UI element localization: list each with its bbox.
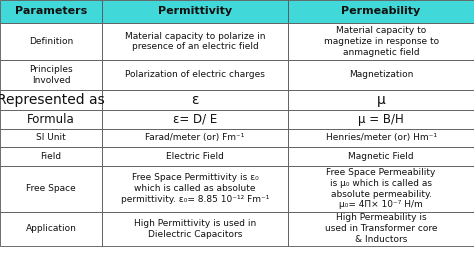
Bar — [102, 147, 288, 166]
Text: Free Space: Free Space — [26, 184, 76, 193]
Text: Material capacity to polarize in
presence of an electric field: Material capacity to polarize in presenc… — [125, 32, 265, 51]
Bar — [102, 166, 288, 212]
Bar — [288, 212, 474, 246]
Bar — [102, 60, 288, 90]
Bar — [0, 166, 102, 212]
Bar — [288, 60, 474, 90]
Text: Formula: Formula — [27, 113, 75, 126]
Text: Permittivity: Permittivity — [158, 6, 232, 16]
Text: Henries/meter (or) Hm⁻¹: Henries/meter (or) Hm⁻¹ — [326, 133, 437, 142]
Text: Represented as: Represented as — [0, 93, 105, 107]
Text: Permeability: Permeability — [341, 6, 421, 16]
Bar — [0, 147, 102, 166]
Bar — [288, 129, 474, 147]
Text: Magnetization: Magnetization — [349, 70, 413, 79]
Bar — [0, 129, 102, 147]
Text: Application: Application — [26, 224, 76, 233]
Text: μ: μ — [377, 93, 385, 107]
Bar — [102, 129, 288, 147]
Text: Polarization of electric charges: Polarization of electric charges — [125, 70, 265, 79]
Text: ε: ε — [191, 93, 199, 107]
Text: ε= D/ E: ε= D/ E — [173, 113, 217, 126]
Bar — [0, 23, 102, 60]
Bar — [102, 110, 288, 129]
Text: Free Space Permittivity is ε₀
which is called as absolute
permittivity. ε₀= 8.85: Free Space Permittivity is ε₀ which is c… — [121, 173, 269, 204]
Text: Free Space Permeability
is μ₀ which is called as
absolute permeability.
μ₀= 4Π× : Free Space Permeability is μ₀ which is c… — [327, 168, 436, 209]
Bar — [0, 60, 102, 90]
Text: Electric Field: Electric Field — [166, 152, 224, 161]
Bar — [0, 90, 102, 110]
Bar — [288, 166, 474, 212]
Bar — [102, 0, 288, 23]
Text: Parameters: Parameters — [15, 6, 87, 16]
Text: Principles
Involved: Principles Involved — [29, 65, 73, 85]
Bar — [288, 23, 474, 60]
Text: Material capacity to
magnetize in response to
anmagnetic field: Material capacity to magnetize in respon… — [324, 26, 438, 57]
Bar — [288, 110, 474, 129]
Bar — [0, 110, 102, 129]
Text: High Permeability is
used in Transformer core
& Inductors: High Permeability is used in Transformer… — [325, 213, 438, 244]
Bar — [102, 212, 288, 246]
Bar — [0, 212, 102, 246]
Bar — [288, 90, 474, 110]
Text: Magnetic Field: Magnetic Field — [348, 152, 414, 161]
Text: Farad/meter (or) Fm⁻¹: Farad/meter (or) Fm⁻¹ — [146, 133, 245, 142]
Bar — [288, 0, 474, 23]
Text: Field: Field — [40, 152, 62, 161]
Text: Definition: Definition — [29, 37, 73, 46]
Text: High Permittivity is used in
Dielectric Capacitors: High Permittivity is used in Dielectric … — [134, 219, 256, 239]
Text: SI Unit: SI Unit — [36, 133, 66, 142]
Bar — [102, 90, 288, 110]
Bar — [102, 23, 288, 60]
Bar — [0, 0, 102, 23]
Bar — [288, 147, 474, 166]
Text: μ = B/H: μ = B/H — [358, 113, 404, 126]
